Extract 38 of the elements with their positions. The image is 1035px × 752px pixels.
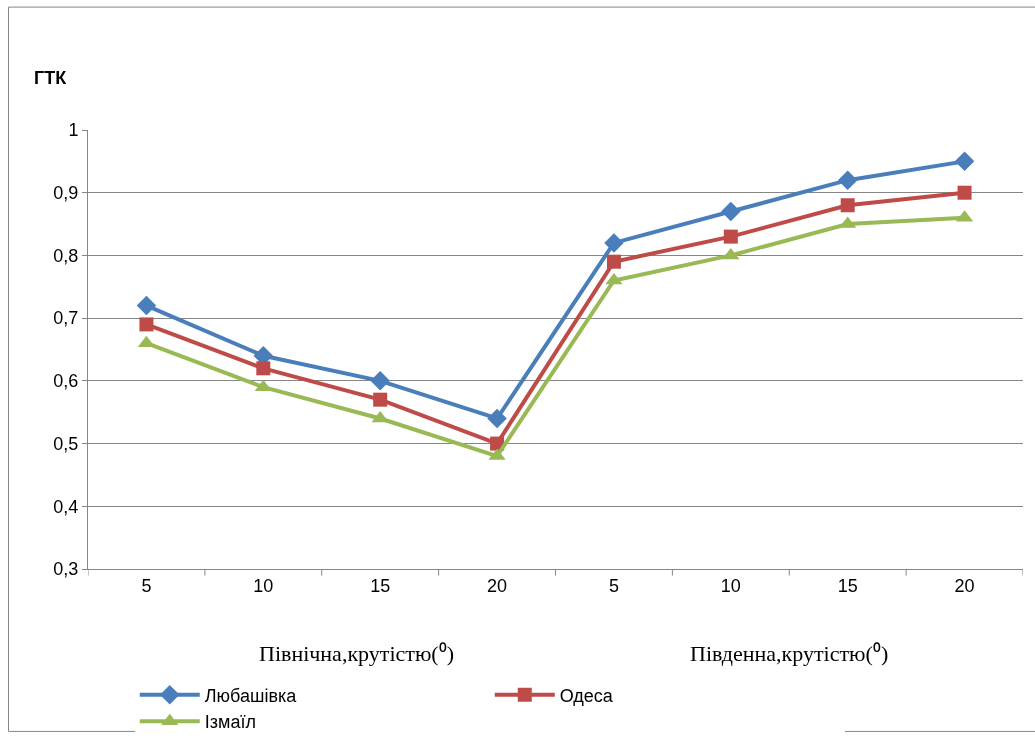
y-axis-title: ГТК xyxy=(34,68,68,88)
point xyxy=(371,410,389,423)
y-tick-label: 0,4 xyxy=(53,496,79,517)
y-tick-label: 1 xyxy=(68,120,79,141)
text: Північна,крутістю(⁰) xyxy=(259,641,454,666)
legend-label: Любашівка xyxy=(204,685,298,706)
point xyxy=(837,170,858,190)
x-tick-label: 20 xyxy=(487,575,508,596)
x-tick-label: 10 xyxy=(720,575,741,596)
legend-label: Ізмаїл xyxy=(204,712,256,733)
x-tick-label: 5 xyxy=(141,575,152,596)
point xyxy=(370,371,390,391)
x-tick-label: 20 xyxy=(954,575,975,596)
point xyxy=(957,185,972,200)
point xyxy=(136,295,157,316)
point xyxy=(721,201,741,222)
point xyxy=(487,408,507,429)
point xyxy=(954,151,975,172)
point xyxy=(139,317,154,332)
y-tick-label: 0,6 xyxy=(53,371,79,392)
y-tick-label: 0,7 xyxy=(53,308,79,329)
y-tick-label: 0,9 xyxy=(53,183,79,204)
x-tick-label: 10 xyxy=(253,575,274,596)
y-tick-label: 0,3 xyxy=(53,559,79,580)
y-tick-label: 0,5 xyxy=(53,433,79,454)
y-tick-label: 0,8 xyxy=(53,245,79,266)
point xyxy=(840,198,855,213)
point xyxy=(606,254,621,269)
x-tick-label: 15 xyxy=(837,575,858,596)
point xyxy=(722,247,740,260)
x-tick-label: 15 xyxy=(370,575,391,596)
point xyxy=(373,392,388,407)
legend-label: Одеса xyxy=(559,685,614,706)
text: Південна,крутістю(⁰) xyxy=(690,641,889,666)
point xyxy=(723,229,738,244)
point xyxy=(256,361,271,376)
point xyxy=(604,233,624,253)
x-tick-label: 5 xyxy=(608,575,619,596)
